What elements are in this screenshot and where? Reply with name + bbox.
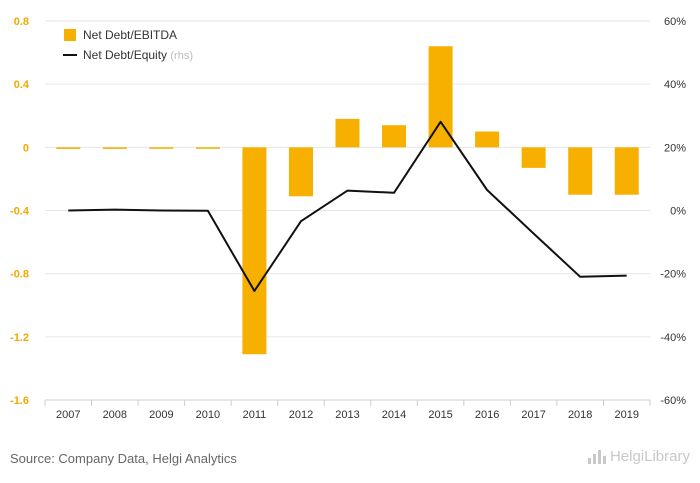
x-tick-label: 2008 xyxy=(103,409,127,421)
bar-2015 xyxy=(428,46,453,148)
bar-2012 xyxy=(288,147,313,197)
x-tick-label: 2009 xyxy=(149,409,173,421)
bar-2010 xyxy=(195,147,220,149)
gridlines xyxy=(44,20,651,406)
x-tick-label: 2016 xyxy=(475,409,499,421)
x-tick-label: 2010 xyxy=(196,409,220,421)
right-tick-label: -60% xyxy=(660,395,686,407)
left-axis-ticks: 0.8 0.4 0 -0.4 -0.8 -1.2 -1.6 xyxy=(10,16,30,407)
bar-2013 xyxy=(335,118,360,148)
brand-bars-icon xyxy=(587,449,606,464)
x-tick-label: 2018 xyxy=(568,409,592,421)
chart: 0.8 0.4 0 -0.4 -0.8 -1.2 -1.6 60% 40% 20% 0% -20% -… xyxy=(10,16,686,421)
bar-2014 xyxy=(382,125,407,148)
source-note: Source: Company Data, Helgi Analytics xyxy=(10,451,237,466)
brand-name: HelgiLibrary xyxy=(609,448,690,465)
x-axis-ticks: 2007 2008 2009 2010 2011 2012 2013 2014 2015 2016… xyxy=(56,409,639,421)
right-axis-ticks: 60% 40% 20% 0% -20% -40% -60% xyxy=(660,16,686,407)
legend-label-ebitda: Net Debt/EBITDA xyxy=(83,28,177,42)
right-tick-label: 0% xyxy=(670,206,686,218)
bar-2017 xyxy=(521,147,546,168)
x-tick-label: 2011 xyxy=(243,409,267,421)
bar-2009 xyxy=(149,147,174,149)
legend-swatch-bar xyxy=(64,29,76,41)
right-tick-label: 60% xyxy=(664,16,686,28)
x-tick-label: 2012 xyxy=(289,409,313,421)
x-tick-label: 2013 xyxy=(335,409,359,421)
bar-2008 xyxy=(102,147,127,149)
x-tick-label: 2017 xyxy=(521,409,545,421)
bar-2018 xyxy=(568,147,593,195)
line-series xyxy=(68,120,627,292)
left-tick-label: 0.4 xyxy=(14,79,30,91)
bar-2016 xyxy=(475,131,500,148)
left-tick-label: -1.2 xyxy=(10,332,29,344)
bar-2019 xyxy=(614,147,639,195)
x-tick-label: 2007 xyxy=(56,409,80,421)
x-tick-label: 2015 xyxy=(428,409,452,421)
x-tick-label: 2019 xyxy=(614,409,638,421)
left-tick-label: 0 xyxy=(23,142,29,154)
bar-2007 xyxy=(56,147,81,149)
legend-label-equity: Net Debt/Equity (rhs) xyxy=(83,48,193,62)
left-tick-label: -1.6 xyxy=(10,395,29,407)
left-tick-label: -0.4 xyxy=(10,206,30,218)
brand-logo: HelgiLibrary xyxy=(587,448,690,465)
bar-series xyxy=(56,46,639,355)
x-tick-label: 2014 xyxy=(382,409,406,421)
legend: Net Debt/EBITDA Net Debt/Equity (rhs) xyxy=(63,28,193,62)
left-tick-label: 0.8 xyxy=(14,16,29,28)
left-tick-label: -0.8 xyxy=(10,269,29,281)
bar-2011 xyxy=(242,147,267,355)
net-debt-equity-line xyxy=(68,120,627,292)
right-tick-label: 40% xyxy=(664,79,686,91)
right-tick-label: -20% xyxy=(660,269,686,281)
right-tick-label: -40% xyxy=(660,332,686,344)
right-tick-label: 20% xyxy=(664,142,686,154)
